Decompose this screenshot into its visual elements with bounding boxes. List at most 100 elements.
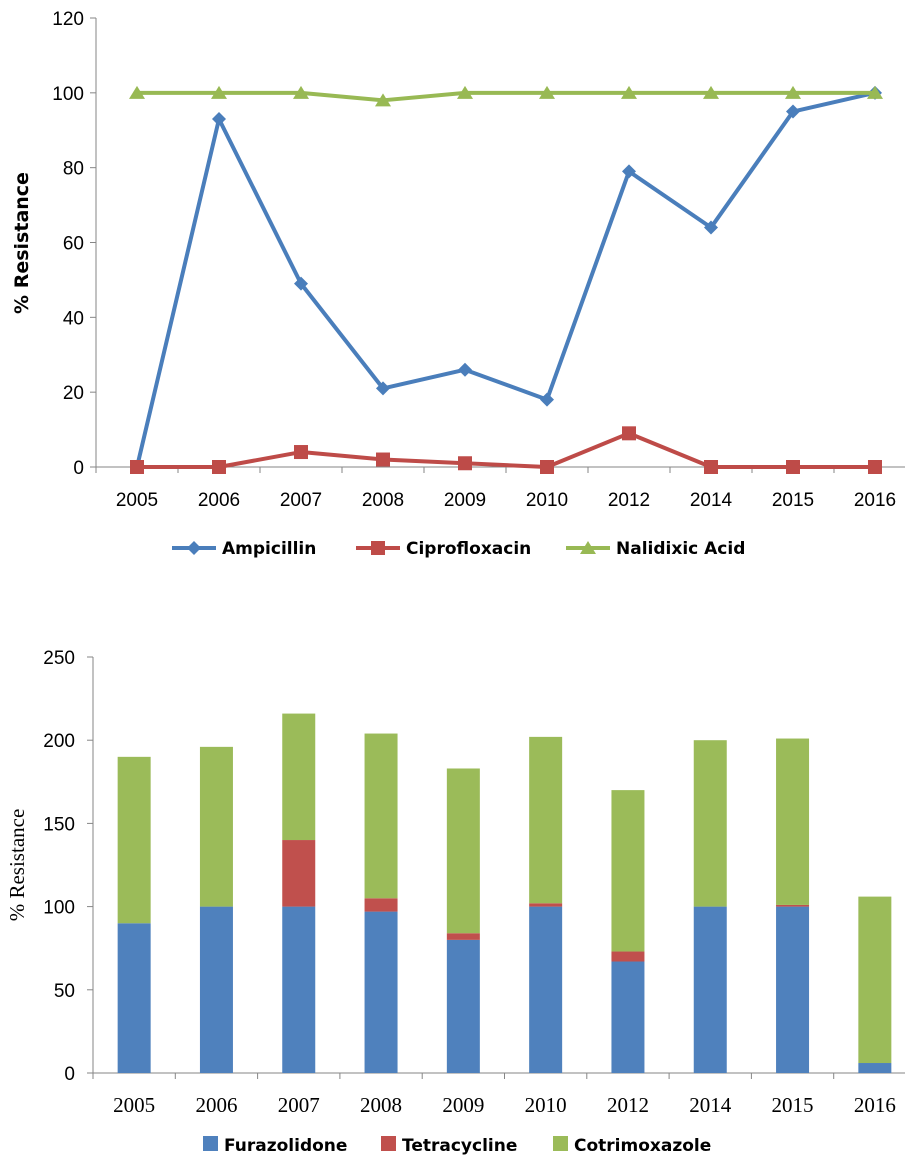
legend-label: Nalidixic Acid — [616, 539, 745, 559]
line-chart-series — [129, 85, 883, 474]
bar-chart-x-tick-label: 2009 — [442, 1093, 484, 1117]
bar-chart-y-tick-label: 200 — [43, 731, 75, 752]
legend-label: Ampicillin — [222, 539, 316, 559]
bar-chart-x-tick-label: 2012 — [607, 1093, 649, 1117]
bar-segment-cotrimoxazole — [776, 738, 810, 905]
line-chart-y-tick-label: 100 — [52, 84, 84, 105]
data-point — [376, 452, 390, 467]
bar-segment-cotrimoxazole — [117, 756, 151, 924]
bar-chart-x-tick-label: 2006 — [195, 1093, 237, 1117]
bar-chart-y-axis-label: % Resistance — [5, 809, 29, 922]
bar-segment-cotrimoxazole — [199, 746, 233, 907]
legend-entry: Ciprofloxacin — [356, 539, 531, 559]
line-series-nalidixic-acid — [129, 85, 883, 107]
line-chart-x-ticks: 2005 2006 2007 2008 2009 2010 2012 2014 2015 2016 — [95, 467, 896, 511]
data-point — [458, 456, 472, 471]
line-chart-y-axis-label: % Resistance — [11, 172, 33, 314]
line-chart-legend: Ampicillin Ciprofloxacin Nalidixic Acid — [172, 539, 745, 559]
bar-chart-x-tick-label: 2005 — [113, 1093, 155, 1117]
legend-swatch — [203, 1136, 218, 1151]
bar-segment-cotrimoxazole — [282, 713, 316, 841]
legend-entry: Ampicillin — [172, 539, 316, 559]
bar-chart-y-tick-label: 0 — [64, 1064, 75, 1085]
bar-segment-furazolidone — [529, 906, 563, 1073]
line-chart-y-tick-label: 20 — [63, 383, 84, 404]
bar-segment-cotrimoxazole — [611, 790, 645, 952]
data-point — [703, 85, 719, 99]
line-chart-x-tick-label: 2010 — [526, 490, 568, 511]
line-chart-x-tick-label: 2005 — [116, 490, 158, 511]
data-point — [785, 85, 801, 99]
data-point — [704, 460, 718, 474]
data-point — [457, 85, 473, 99]
data-point — [293, 85, 309, 99]
data-point — [786, 460, 800, 474]
bar-chart-bars — [117, 713, 892, 1073]
data-point — [130, 460, 144, 474]
bar-chart-x-tick-label: 2007 — [278, 1093, 320, 1117]
bar-segment-tetracycline — [529, 903, 563, 907]
legend-swatch — [553, 1136, 568, 1151]
bar-segment-cotrimoxazole — [446, 768, 480, 934]
bar-segment-cotrimoxazole — [858, 896, 892, 1064]
bar-segment-furazolidone — [199, 906, 233, 1073]
line-series-ciprofloxacin — [130, 426, 882, 474]
line-chart-x-tick-label: 2012 — [608, 490, 650, 511]
data-point — [786, 104, 800, 119]
bar-segment-tetracycline — [364, 898, 398, 912]
bar-segment-furazolidone — [364, 911, 398, 1073]
data-point — [376, 381, 390, 396]
bar-segment-furazolidone — [693, 906, 727, 1073]
legend-label: Furazolidone — [224, 1136, 347, 1156]
bar-segment-furazolidone — [776, 906, 810, 1073]
series-line — [137, 90, 875, 103]
data-point — [375, 93, 391, 107]
bar-chart-x-ticks: 2005 2006 2007 2008 2009 2010 2012 2014 2015 2016 — [92, 1073, 896, 1117]
bar-segment-tetracycline — [446, 933, 480, 940]
bar-chart-x-tick-label: 2016 — [854, 1093, 896, 1117]
legend-swatch — [381, 1136, 396, 1151]
data-point — [540, 392, 554, 407]
data-point — [212, 112, 226, 127]
data-point — [868, 460, 882, 474]
bar-chart-x-tick-label: 2015 — [772, 1093, 814, 1117]
legend-label: Cotrimoxazole — [574, 1136, 711, 1156]
bar-chart-y-tick-label: 50 — [54, 981, 75, 1002]
bar-chart-y-tick-label: 100 — [43, 898, 75, 919]
bar-segment-furazolidone — [611, 961, 645, 1073]
legend-label: Ciprofloxacin — [406, 539, 531, 559]
data-point — [212, 460, 226, 474]
line-chart-y-tick-label: 80 — [63, 159, 84, 180]
data-point — [540, 460, 554, 474]
data-point — [704, 220, 718, 235]
bar-chart-x-tick-label: 2010 — [525, 1093, 567, 1117]
bar-segment-tetracycline — [776, 904, 810, 907]
line-chart-y-tick-label: 60 — [63, 234, 84, 255]
legend-entry: Tetracycline — [381, 1136, 517, 1156]
bar-chart-y-ticks: 0 50 100 150 200 250 — [43, 648, 93, 1085]
bar-chart-x-tick-label: 2008 — [360, 1093, 402, 1117]
legend-entry: Cotrimoxazole — [553, 1136, 711, 1156]
line-chart-x-tick-label: 2008 — [362, 490, 404, 511]
bar-segment-furazolidone — [858, 1063, 892, 1073]
data-point — [294, 276, 308, 291]
bar-segment-tetracycline — [282, 840, 316, 907]
line-chart-y-tick-label: 0 — [73, 458, 84, 479]
data-point — [211, 85, 227, 99]
bar-segment-furazolidone — [446, 939, 480, 1073]
bar-chart-y-tick-label: 150 — [43, 814, 75, 835]
legend-entry: Nalidixic Acid — [566, 539, 745, 559]
line-chart-x-tick-label: 2016 — [854, 490, 896, 511]
bar-segment-cotrimoxazole — [529, 736, 563, 904]
bar-segment-tetracycline — [611, 951, 645, 962]
legend-entry: Furazolidone — [203, 1136, 347, 1156]
bar-chart-legend: Furazolidone Tetracycline Cotrimoxazole — [203, 1136, 711, 1156]
line-chart-x-tick-label: 2014 — [690, 490, 733, 511]
line-chart-x-tick-label: 2007 — [280, 490, 322, 511]
series-line — [137, 431, 875, 469]
data-point — [539, 85, 555, 99]
bar-segment-cotrimoxazole — [693, 740, 727, 907]
